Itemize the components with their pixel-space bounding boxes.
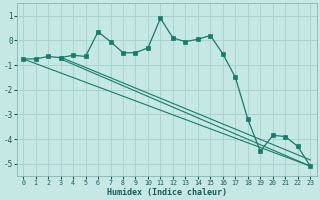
X-axis label: Humidex (Indice chaleur): Humidex (Indice chaleur) xyxy=(107,188,227,197)
